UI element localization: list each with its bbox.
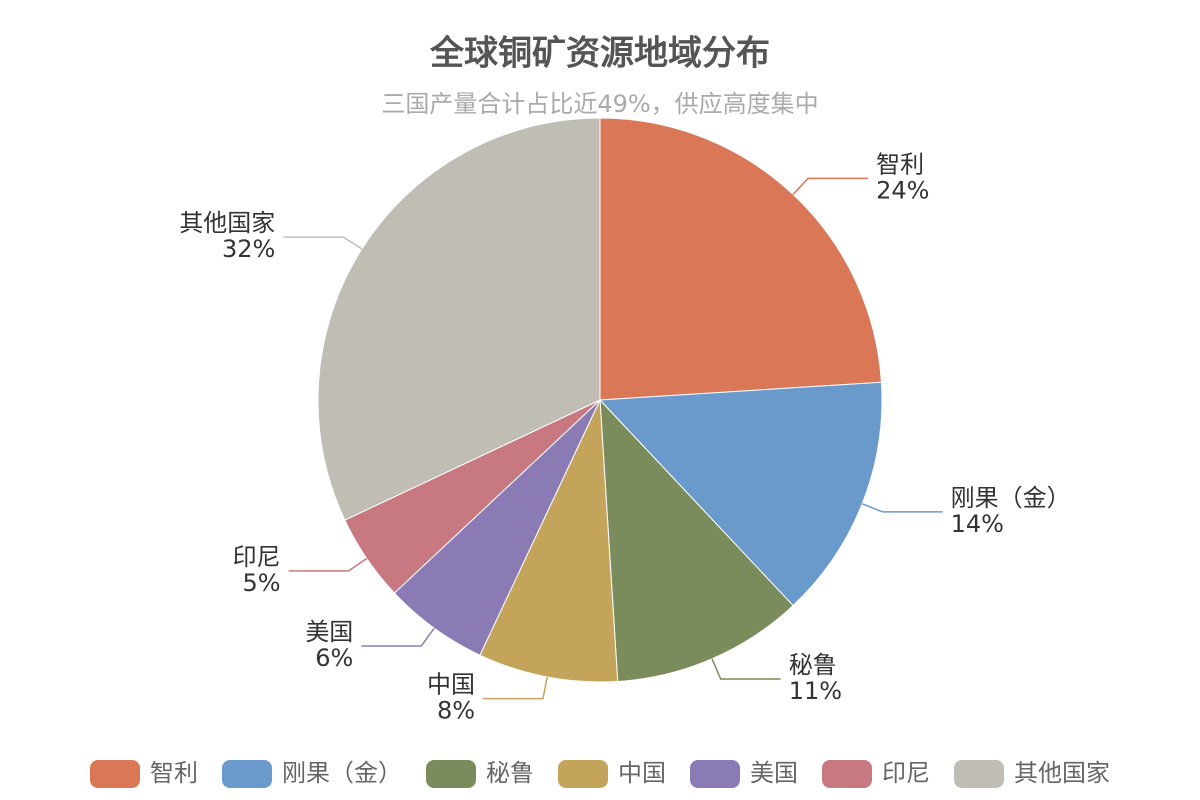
label-line: [483, 676, 548, 700]
legend-swatch: [222, 760, 272, 788]
value-label: 5%: [242, 569, 280, 597]
chart-title: 全球铜矿资源地域分布: [429, 34, 770, 74]
legend-item[interactable]: 智利: [90, 759, 198, 788]
value-label: 24%: [876, 176, 929, 204]
legend-swatch: [954, 760, 1004, 788]
label-line: [361, 627, 435, 647]
legend-label: 美国: [750, 759, 798, 787]
legend-label: 中国: [618, 759, 666, 787]
slice-label: 秘鲁: [789, 651, 837, 679]
slice-label: 刚果（金）: [951, 484, 1071, 512]
label-line: [861, 503, 943, 513]
legend-item[interactable]: 刚果（金）: [222, 759, 402, 788]
legend-swatch: [90, 760, 140, 788]
legend-label: 刚果（金）: [282, 759, 402, 787]
slice-label: 印尼: [233, 543, 281, 571]
slice-label: 中国: [427, 671, 475, 699]
legend-item[interactable]: 印尼: [822, 759, 930, 788]
legend-item[interactable]: 秘鲁: [426, 759, 534, 788]
value-label: 11%: [789, 677, 842, 705]
legend-label: 其他国家: [1014, 759, 1110, 787]
value-label: 32%: [222, 235, 275, 263]
legend-label: 智利: [150, 759, 198, 787]
slice-label: 美国: [305, 618, 353, 646]
label-line: [792, 177, 869, 195]
slice-label: 智利: [876, 150, 924, 178]
value-label: 8%: [437, 697, 475, 725]
legend-swatch: [822, 760, 872, 788]
label-line: [711, 658, 781, 680]
legend-label: 秘鲁: [486, 759, 534, 787]
chart-subtitle: 三国产量合计占比近49%，供应高度集中: [381, 90, 818, 118]
pie-slice: [317, 117, 601, 521]
legend-item[interactable]: 美国: [690, 759, 798, 788]
slice-label: 其他国家: [179, 209, 275, 237]
legend-label: 印尼: [882, 759, 930, 787]
legend-item[interactable]: 中国: [558, 759, 666, 788]
label-line: [288, 557, 368, 572]
pie-slice: [479, 399, 619, 683]
legend-item[interactable]: 其他国家: [954, 759, 1110, 788]
legend-swatch: [558, 760, 608, 788]
legend-swatch: [426, 760, 476, 788]
value-label: 6%: [315, 644, 353, 672]
legend-swatch: [690, 760, 740, 788]
label-line: [283, 236, 363, 250]
pie-slice: [599, 117, 882, 401]
value-label: 14%: [951, 510, 1004, 538]
